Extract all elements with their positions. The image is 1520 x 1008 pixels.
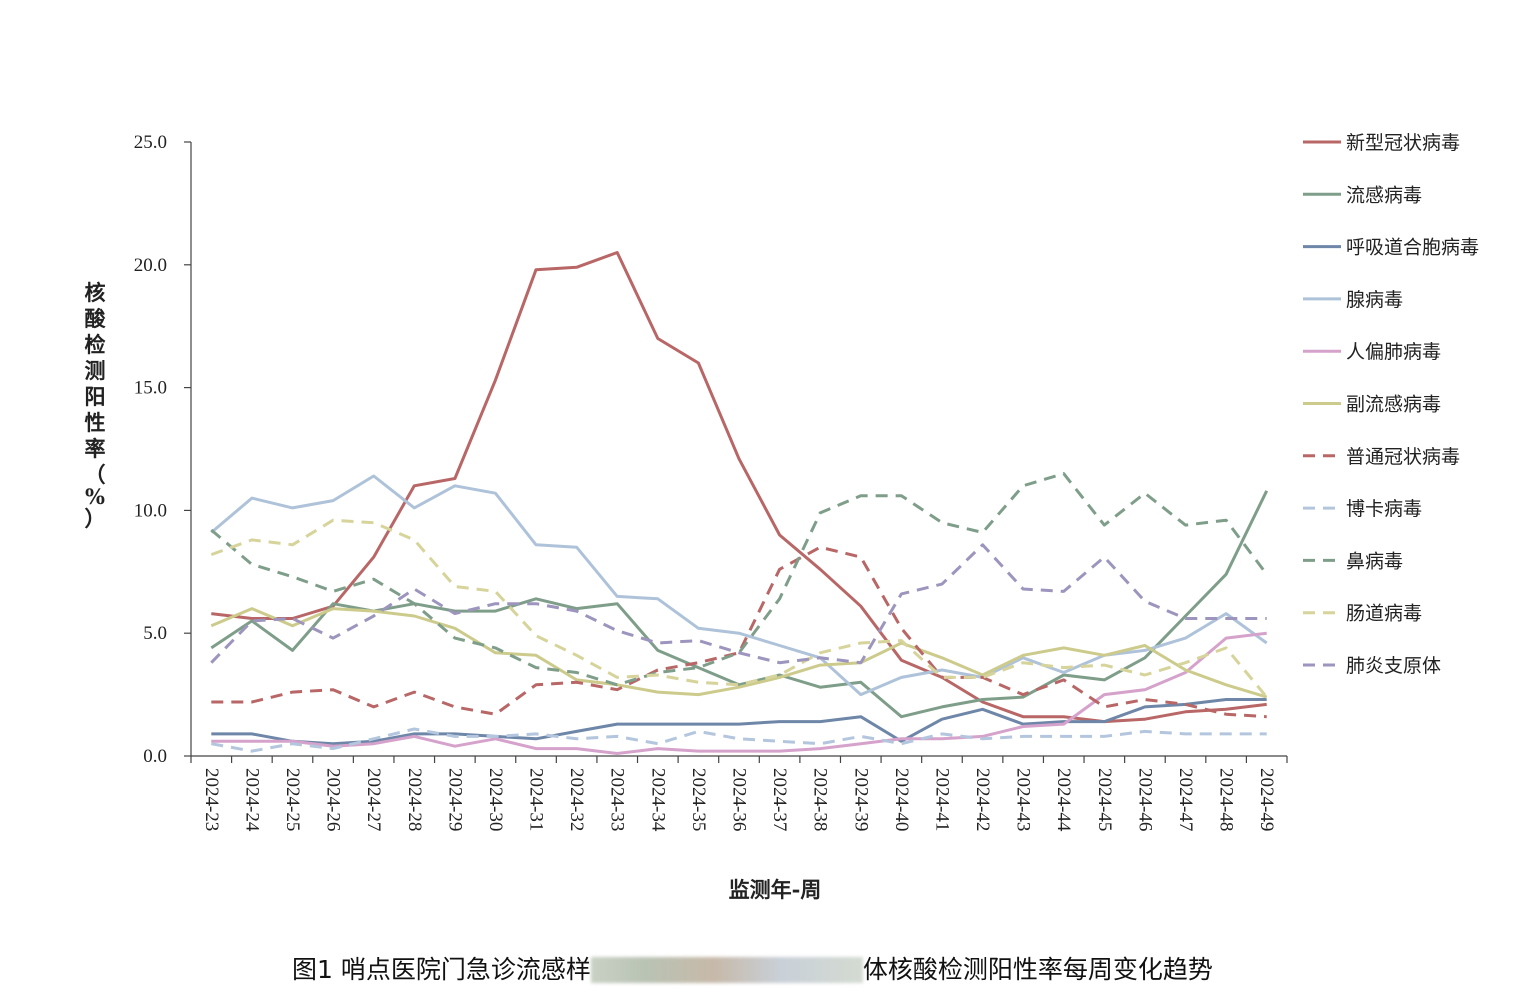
x-tick-label: 2024-39 [850, 768, 871, 831]
series-line [211, 631, 1267, 755]
series-line [210, 490, 1269, 719]
x-tick-label: 2024-41 [931, 768, 952, 831]
caption-text-start: 图1 哨点医院门急诊流感样 [292, 955, 591, 984]
x-tick-label: 2024-30 [485, 768, 506, 831]
series-line [211, 727, 1267, 753]
x-tick-label: 2024-34 [647, 768, 668, 832]
x-tick-label: 2024-24 [241, 768, 262, 832]
x-tick-label: 2024-33 [607, 768, 628, 831]
legend-label: 流感病毒 [1346, 184, 1422, 206]
x-axis-title: 监测年-周 [729, 877, 822, 902]
series-line [210, 607, 1268, 699]
legend-label: 肺炎支原体 [1346, 655, 1441, 677]
series-line [210, 543, 1267, 665]
series-line [211, 698, 1267, 746]
x-tick-label: 2024-27 [363, 768, 384, 831]
x-tick-label: 2024-36 [729, 768, 750, 831]
x-tick-label: 2024-23 [201, 768, 222, 831]
legend-label: 鼻病毒 [1346, 550, 1403, 572]
series-line [211, 545, 1267, 719]
series-line [210, 472, 1268, 687]
series-line [211, 251, 1267, 724]
y-tick-label: 0.0 [143, 746, 167, 767]
x-tick-label: 2024-44 [1053, 768, 1074, 832]
caption-redacted-region [590, 957, 863, 983]
x-tick-label: 2024-37 [769, 768, 790, 831]
legend-label: 副流感病毒 [1346, 394, 1441, 416]
legend-label: 腺病毒 [1346, 289, 1403, 311]
series-line [210, 518, 1268, 699]
x-tick-label: 2024-31 [526, 768, 547, 831]
x-tick-label: 2024-48 [1216, 768, 1237, 831]
y-tick-label: 20.0 [134, 255, 167, 276]
caption-text-end: 体核酸检测阳性率每周变化趋势 [862, 955, 1213, 984]
legend: 新型冠状病毒流感病毒呼吸道合胞病毒腺病毒人偏肺病毒副流感病毒普通冠状病毒博卡病毒… [1303, 132, 1479, 677]
y-tick-label: 10.0 [134, 500, 167, 521]
y-tick-label: 15.0 [134, 378, 167, 399]
x-tick-label: 2024-35 [688, 768, 709, 831]
legend-label: 普通冠状病毒 [1346, 446, 1460, 468]
x-tick-label: 2024-46 [1134, 768, 1155, 831]
legend-label: 新型冠状病毒 [1346, 132, 1460, 154]
x-tick-label: 2024-29 [444, 768, 465, 831]
x-tick-label: 2024-42 [972, 768, 993, 831]
series-group [210, 251, 1269, 755]
legend-label: 肠道病毒 [1346, 603, 1422, 625]
legend-label: 人偏肺病毒 [1346, 341, 1441, 363]
y-axis-title: 核酸检测阳性率（%） [85, 280, 107, 531]
x-tick-label: 2024-38 [810, 768, 831, 831]
y-tick-label: 25.0 [134, 132, 167, 153]
axes: 0.0 5.0 10.0 15.0 20.0 25.0 2024-23 2024-24 2024… [134, 132, 1288, 832]
legend-label: 呼吸道合胞病毒 [1346, 237, 1479, 259]
x-tick-label: 2024-25 [282, 768, 303, 831]
x-tick-label: 2024-40 [891, 768, 912, 831]
y-tick-label: 5.0 [143, 623, 167, 644]
x-tick-label: 2024-49 [1256, 768, 1277, 831]
x-tick-label: 2024-32 [566, 768, 587, 831]
x-tick-label: 2024-45 [1094, 768, 1115, 831]
x-tick-label: 2024-47 [1175, 768, 1196, 831]
x-tick-label: 2024-26 [323, 768, 344, 831]
series-line [210, 474, 1268, 697]
figure-caption: 图1 哨点医院门急诊流感样 体核酸检测阳性率每周变化趋势 [292, 950, 1292, 990]
x-tick-label: 2024-43 [1013, 768, 1034, 831]
x-tick-label: 2024-28 [404, 768, 425, 831]
legend-label: 博卡病毒 [1346, 498, 1422, 520]
